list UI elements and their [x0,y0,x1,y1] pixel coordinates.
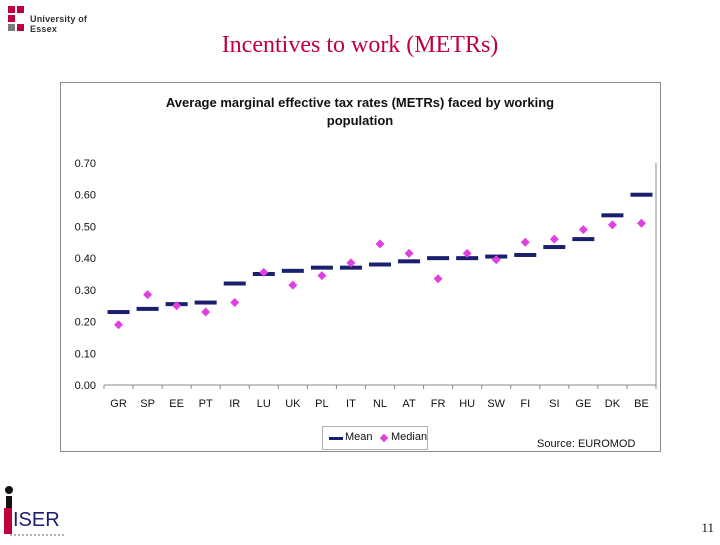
mean-mark [601,213,624,218]
median-mark [404,248,414,258]
iser-logo-text: ISER [13,509,60,531]
y-tick-label: 0.00 [75,380,96,392]
x-tick-label: SW [487,398,505,410]
mean-mark [339,265,362,270]
y-axis-ticks: 0.00 0.10 0.20 0.30 0.40 0.50 0.60 0.70 [75,158,96,392]
chart-title-line-2: population [326,113,394,128]
y-tick-label: 0.70 [75,158,96,170]
x-tick-label: FR [431,398,446,410]
median-mark [636,218,646,228]
median-mark [462,248,472,258]
university-logo: University of Essex [6,4,116,34]
x-tick-label: EE [169,398,184,410]
x-tick-label: IR [229,398,240,410]
x-tick-label: BE [634,398,649,410]
median-mark [259,267,269,277]
mean-mark [572,237,595,242]
median-mark [230,298,240,308]
mean-mark [223,281,246,286]
x-tick-label: HU [459,398,475,410]
x-tick-label: SP [140,398,155,410]
mean-series [107,192,653,315]
median-mark [433,274,443,284]
x-tick-label: GE [575,398,591,410]
x-tick-label: SI [549,398,559,410]
mean-mark [281,268,304,273]
median-series [114,218,646,330]
iser-logo-graphic: ISER [4,486,64,536]
median-mark [375,239,385,249]
y-tick-label: 0.10 [75,348,96,360]
median-mark [346,258,356,268]
x-axis-labels: GR SP EE PT IR LU UK PL IT NL AT FR HU SW FI SI GE DK BE [110,398,649,410]
x-tick-label: NL [373,398,387,410]
x-tick-label: LU [257,398,271,410]
legend-symbols [329,433,389,443]
median-mark [491,255,501,265]
y-tick-label: 0.30 [75,285,96,297]
mean-mark [456,256,479,261]
x-tick-label: GR [110,398,127,410]
median-mark [143,290,153,300]
y-tick-label: 0.60 [75,190,96,202]
mean-mark [427,256,450,261]
legend-median-symbol [379,433,389,443]
median-mark [607,220,617,230]
median-mark [317,271,327,281]
iser-logo: ISER [0,480,72,540]
x-tick-label: PL [315,398,328,410]
chart-legend: Mean Median [322,426,428,450]
median-mark [549,234,559,244]
mean-mark [398,259,421,264]
x-axis-ticks [103,385,657,389]
mean-mark [136,306,159,311]
mean-mark [107,310,130,315]
legend-median-label: Median [391,431,428,443]
legend-mean-label: Mean [345,431,373,443]
median-mark [520,237,530,247]
mean-mark [194,300,217,305]
slide-title: Incentives to work (METRs) [221,32,499,58]
y-tick-label: 0.40 [75,253,96,265]
x-tick-label: DK [605,398,621,410]
mean-mark [630,192,653,197]
chart-source-note: Source: EUROMOD [537,438,636,450]
median-mark [114,320,124,330]
chart-title-line-1: Average marginal effective tax rates (ME… [165,95,555,110]
y-tick-label: 0.50 [75,221,96,233]
median-mark [201,307,211,317]
median-mark [578,225,588,235]
page-number: 11 [701,520,714,535]
university-crest-icon [8,6,24,32]
legend-mean-symbol [329,437,343,440]
x-tick-label: IT [346,398,356,410]
mean-mark [369,262,391,267]
university-logo-text: University of Essex [30,14,88,34]
mean-mark [514,252,537,257]
median-mark [172,301,182,311]
chart-title: Average marginal effective tax rates (ME… [130,94,590,130]
y-tick-label: 0.20 [75,317,96,329]
x-tick-label: AT [402,398,416,410]
x-tick-label: PT [199,398,213,410]
median-mark [288,280,298,290]
mean-mark [543,245,566,250]
mean-mark [310,265,333,270]
x-tick-label: UK [285,398,301,410]
x-tick-label: FI [520,398,530,410]
